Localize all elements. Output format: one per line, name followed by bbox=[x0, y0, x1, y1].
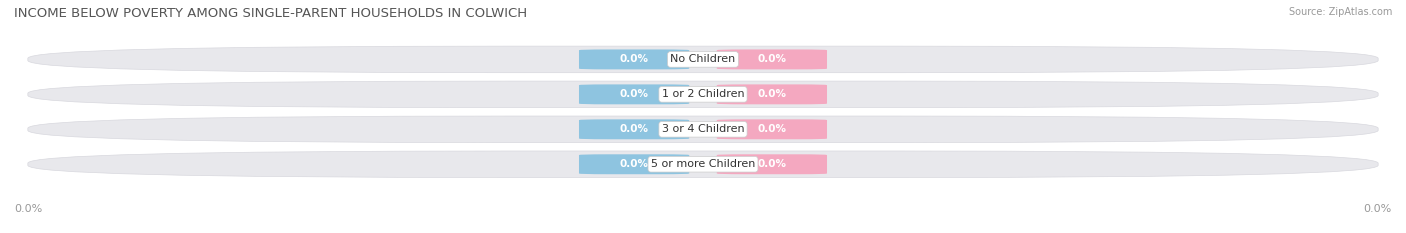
Text: 0.0%: 0.0% bbox=[758, 124, 786, 134]
FancyBboxPatch shape bbox=[717, 154, 827, 174]
FancyBboxPatch shape bbox=[717, 84, 827, 104]
Text: 0.0%: 0.0% bbox=[758, 89, 786, 99]
FancyBboxPatch shape bbox=[579, 119, 689, 139]
FancyBboxPatch shape bbox=[579, 154, 689, 174]
Text: 0.0%: 0.0% bbox=[14, 204, 42, 214]
Text: 0.0%: 0.0% bbox=[620, 89, 648, 99]
Text: 0.0%: 0.0% bbox=[620, 55, 648, 64]
Text: 0.0%: 0.0% bbox=[1364, 204, 1392, 214]
Text: 5 or more Children: 5 or more Children bbox=[651, 159, 755, 169]
Text: 0.0%: 0.0% bbox=[758, 159, 786, 169]
Text: No Children: No Children bbox=[671, 55, 735, 64]
Text: 0.0%: 0.0% bbox=[620, 159, 648, 169]
FancyBboxPatch shape bbox=[579, 49, 689, 69]
FancyBboxPatch shape bbox=[28, 46, 1378, 73]
FancyBboxPatch shape bbox=[717, 49, 827, 69]
FancyBboxPatch shape bbox=[28, 116, 1378, 143]
FancyBboxPatch shape bbox=[579, 84, 689, 104]
FancyBboxPatch shape bbox=[28, 151, 1378, 178]
Text: 3 or 4 Children: 3 or 4 Children bbox=[662, 124, 744, 134]
Text: 0.0%: 0.0% bbox=[758, 55, 786, 64]
Text: 1 or 2 Children: 1 or 2 Children bbox=[662, 89, 744, 99]
FancyBboxPatch shape bbox=[717, 119, 827, 139]
Text: 0.0%: 0.0% bbox=[620, 124, 648, 134]
Text: Source: ZipAtlas.com: Source: ZipAtlas.com bbox=[1288, 7, 1392, 17]
FancyBboxPatch shape bbox=[28, 81, 1378, 108]
Text: INCOME BELOW POVERTY AMONG SINGLE-PARENT HOUSEHOLDS IN COLWICH: INCOME BELOW POVERTY AMONG SINGLE-PARENT… bbox=[14, 7, 527, 20]
